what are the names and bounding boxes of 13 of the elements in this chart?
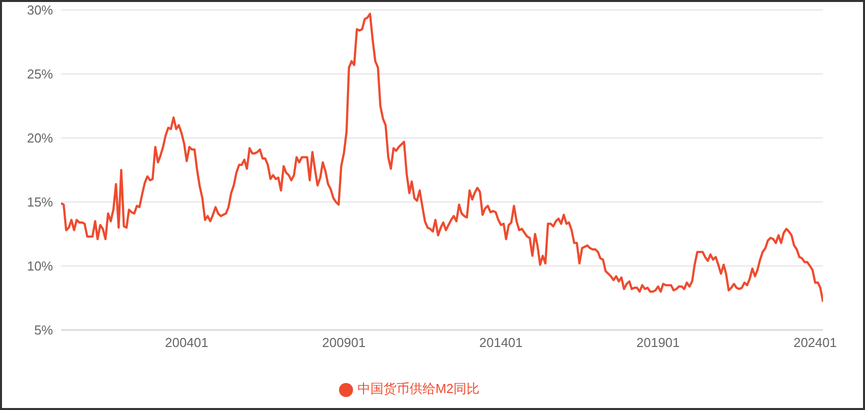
x-tick-label: 202401 [793, 335, 837, 350]
x-tick-label: 200901 [322, 335, 366, 350]
y-tick-label: 30% [26, 2, 54, 18]
x-tick-label: 201901 [636, 335, 680, 350]
x-tick-label: 201401 [479, 335, 523, 350]
y-tick-label: 10% [26, 258, 54, 274]
line-series [61, 12, 823, 303]
y-tick-label: 5% [34, 322, 54, 338]
x-tick-label: 200401 [165, 335, 208, 350]
y-tick-label: 25% [26, 66, 54, 82]
y-tick-label: 20% [26, 130, 54, 146]
y-tick-label: 15% [26, 194, 54, 210]
legend-label: 中国货币供给M2同比 [357, 381, 480, 396]
